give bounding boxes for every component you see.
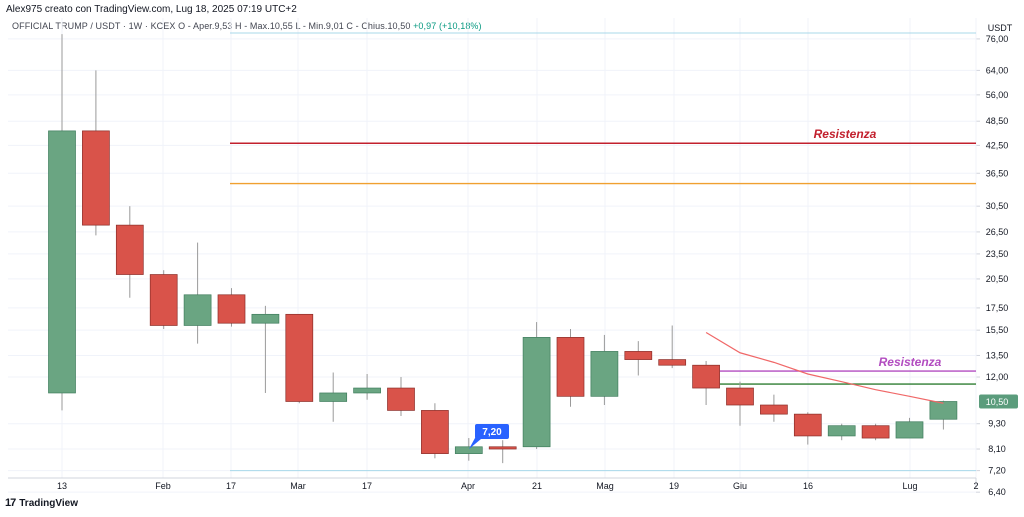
time-tick-label: Feb [155,481,171,491]
time-tick-label: Lug [902,481,917,491]
candle-body [285,313,314,402]
price-tick-label: 6,40 [988,487,1006,497]
candle-body [793,413,822,437]
candle-body [319,392,348,402]
candle-body [522,337,551,448]
resistance-label: Resistenza [879,355,942,369]
price-tick-label: 42,50 [986,140,1009,150]
candle-body [115,224,144,275]
price-tick-label: 15,50 [986,325,1009,335]
price-tick-label: 9,30 [988,419,1006,429]
change-readout: +0,97 (+10,18%) [413,21,482,31]
time-tick-label: Apr [461,481,475,491]
chart-credit: Alex975 creato con TradingView.com, Lug … [6,4,297,15]
time-tick-label: 21 [532,481,542,491]
price-tick-label: 36,50 [986,168,1009,178]
candle-body [861,425,890,439]
price-marker-badge [475,424,509,439]
candle-body [183,294,212,326]
candle-body [387,387,415,411]
candle-body [48,130,76,394]
candle-body [827,425,856,437]
candle-body [488,446,517,450]
candle-body [421,410,449,454]
candle-body [556,337,585,397]
price-tick-label: 8,10 [988,444,1006,454]
price-tick-label: 56,00 [986,90,1009,100]
price-tick-label: 23,50 [986,249,1009,259]
price-tick-label: 76,00 [986,34,1009,44]
price-marker-pointer [469,438,481,449]
resistance-label: Resistenza [814,127,877,141]
candle-body [895,421,924,439]
time-tick-label: Mar [290,481,306,491]
price-tick-label: 64,00 [986,65,1009,75]
price-tick-label: 13,50 [986,350,1009,360]
candle-body [251,313,280,324]
price-tick-label: 48,50 [986,116,1009,126]
symbol-legend: OFFICIAL TRUMP / USDT · 1W · KCEX O - Ap… [12,21,482,31]
price-tick-label: 7,20 [988,466,1006,476]
price-tick-label: 20,50 [986,274,1009,284]
last-price-label: 10,50 [986,397,1009,407]
time-tick-label: 19 [669,481,679,491]
time-tick-label: 16 [803,481,813,491]
time-tick-label: 13 [57,481,67,491]
tradingview-logo-text: TradingView [19,497,78,509]
time-tick-label: 2 [973,481,978,491]
time-tick-label: 17 [362,481,372,491]
candle-body [353,387,381,394]
candle-body [726,387,754,406]
tradingview-logo[interactable]: 17 TradingView [5,497,78,509]
candle-body [217,294,246,324]
tradingview-logo-icon: 17 [5,497,16,509]
time-tick-label: Mag [596,481,614,491]
candle-body [692,364,720,389]
ohlc-readout: OFFICIAL TRUMP / USDT · 1W · KCEX O - Ap… [12,21,411,31]
candle-body [454,446,483,454]
candle-body [929,401,958,420]
time-tick-label: 17 [226,481,236,491]
price-axis-currency: USDT [988,23,1013,33]
price-marker-label: 7,20 [482,427,502,438]
candle-body [590,351,619,397]
candle-body [624,351,653,360]
moving-average-line [705,332,944,404]
price-tick-label: 12,00 [986,372,1009,382]
price-tick-label: 30,50 [986,201,1009,211]
candle-body [658,359,687,366]
time-tick-label: Giu [733,481,747,491]
price-tick-label: 17,50 [986,303,1009,313]
candle-body [760,404,788,415]
price-tick-label: 26,50 [986,227,1009,237]
last-price-badge [979,394,1018,409]
candle-body [149,274,178,326]
candle-body [82,130,110,226]
